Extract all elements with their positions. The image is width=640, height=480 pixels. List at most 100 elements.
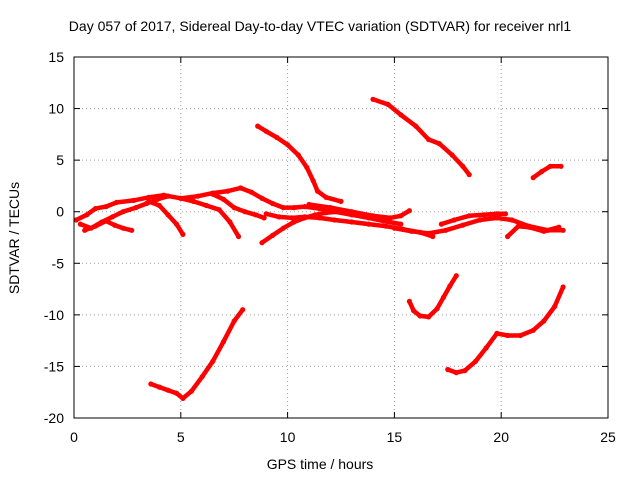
- data-point: [310, 178, 316, 184]
- data-point: [502, 211, 509, 217]
- data-point: [451, 217, 457, 223]
- data-point: [426, 136, 432, 143]
- data-point: [430, 233, 436, 240]
- data-point: [156, 202, 162, 209]
- data-point: [494, 215, 500, 221]
- series-line: [370, 97, 472, 177]
- data-point: [129, 227, 135, 233]
- data-point: [210, 191, 216, 197]
- y-tick-label: -15: [44, 358, 64, 374]
- data-point: [195, 193, 201, 199]
- data-point: [180, 395, 186, 401]
- data-point: [120, 225, 126, 231]
- data-point: [131, 197, 137, 203]
- data-point: [466, 213, 472, 219]
- data-point: [383, 223, 389, 229]
- data-point: [462, 368, 468, 374]
- data-point: [317, 215, 323, 221]
- series-arc-4: [146, 198, 186, 237]
- data-point: [188, 388, 195, 394]
- data-point: [466, 172, 472, 178]
- data-point: [84, 212, 90, 218]
- data-point: [509, 217, 515, 223]
- data-point: [146, 194, 152, 200]
- data-point: [314, 188, 321, 194]
- data-point: [558, 163, 564, 169]
- data-point: [77, 221, 83, 227]
- data-point: [530, 175, 536, 181]
- series-line: [505, 223, 562, 239]
- series-line: [146, 199, 186, 237]
- data-point: [191, 198, 197, 204]
- data-point: [263, 211, 269, 217]
- data-point: [156, 384, 162, 390]
- data-point: [165, 387, 171, 393]
- series-arc-6: [210, 191, 267, 221]
- data-point: [411, 308, 417, 314]
- data-point: [332, 217, 338, 223]
- data-point: [477, 217, 483, 223]
- data-point: [148, 381, 154, 387]
- series-line: [407, 273, 459, 320]
- data-point: [323, 210, 329, 216]
- data-point: [173, 221, 180, 227]
- data-point: [370, 213, 376, 219]
- data-point: [481, 212, 487, 218]
- data-point: [253, 212, 259, 218]
- data-point: [426, 230, 432, 236]
- data-point: [560, 284, 566, 290]
- chart-title: Day 057 of 2017, Sidereal Day-to-day VTE…: [68, 18, 572, 34]
- data-point: [417, 313, 423, 319]
- series-line: [445, 284, 566, 375]
- data-point: [255, 123, 261, 129]
- data-point: [220, 339, 227, 345]
- data-point: [460, 222, 466, 228]
- data-point: [483, 345, 489, 351]
- data-point: [517, 332, 524, 339]
- series-arc-12: [370, 96, 472, 178]
- data-point: [199, 374, 205, 380]
- data-point: [103, 204, 109, 210]
- data-point: [120, 209, 126, 215]
- data-point: [349, 209, 355, 215]
- x-axis-label: GPS time / hours: [266, 456, 374, 472]
- x-tick-label: 0: [70, 429, 78, 445]
- data-point: [289, 215, 295, 221]
- data-point: [440, 294, 447, 300]
- data-point: [436, 141, 442, 147]
- data-point: [387, 215, 393, 221]
- data-point: [114, 199, 120, 205]
- series-arc-17: [148, 307, 246, 401]
- data-point: [541, 318, 547, 324]
- y-tick-label: 15: [48, 49, 64, 65]
- data-point: [438, 221, 444, 227]
- data-point: [270, 200, 276, 207]
- data-point: [530, 327, 536, 333]
- data-point: [515, 223, 521, 229]
- data-point: [73, 217, 79, 223]
- data-point: [180, 231, 186, 237]
- data-point: [165, 212, 171, 218]
- data-point: [526, 224, 532, 230]
- data-point: [327, 205, 333, 211]
- series-line: [255, 123, 344, 204]
- data-series: [73, 96, 566, 401]
- series-arc-3: [82, 218, 135, 233]
- data-point: [92, 206, 98, 212]
- y-tick-label: 0: [56, 204, 64, 220]
- data-point: [449, 152, 455, 158]
- y-tick-label: -20: [44, 410, 64, 426]
- data-point: [547, 163, 553, 169]
- data-point: [109, 214, 115, 220]
- data-point: [366, 221, 372, 227]
- data-point: [447, 283, 453, 289]
- data-point: [552, 304, 558, 310]
- data-point: [270, 232, 276, 238]
- data-point: [103, 218, 109, 224]
- data-point: [385, 101, 391, 107]
- data-point: [291, 205, 297, 211]
- data-point: [460, 163, 466, 169]
- data-point: [231, 205, 237, 211]
- data-point: [398, 112, 404, 118]
